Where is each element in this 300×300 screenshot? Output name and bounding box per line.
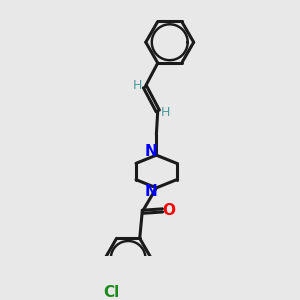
Text: Cl: Cl — [103, 286, 120, 300]
Text: H: H — [133, 79, 142, 92]
Text: N: N — [145, 184, 158, 199]
Text: O: O — [162, 203, 175, 218]
Text: N: N — [145, 144, 158, 159]
Text: H: H — [161, 106, 170, 119]
